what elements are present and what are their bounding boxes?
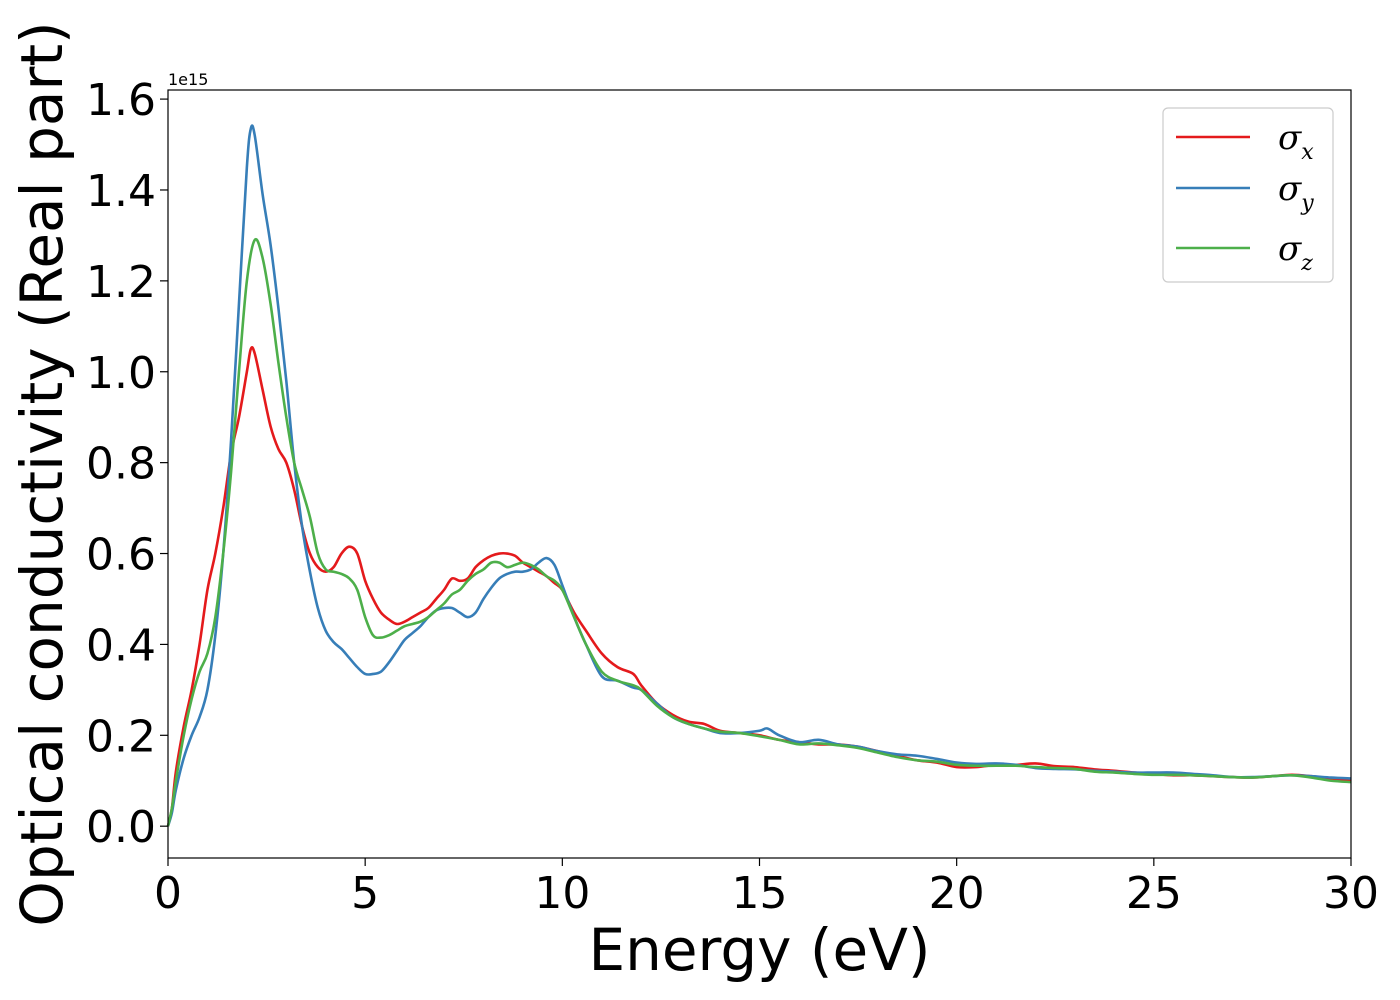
- legend-label-subscript: x: [1301, 140, 1314, 165]
- y-tick-label: 0.8: [86, 439, 156, 490]
- y-tick-label: 0.6: [86, 530, 156, 581]
- y-offset-label: 1e15: [168, 70, 208, 89]
- y-tick-label: 0.2: [86, 711, 156, 762]
- x-tick-label: 30: [1323, 868, 1379, 919]
- y-tick-label: 1.2: [86, 257, 156, 308]
- legend-label-subscript: y: [1300, 191, 1314, 216]
- x-axis-title: Energy (eV): [588, 916, 930, 984]
- x-tick-label: 25: [1126, 868, 1182, 919]
- x-tick-label: 15: [732, 868, 788, 919]
- legend-box: [1162, 107, 1334, 283]
- y-tick-label: 1.6: [86, 75, 156, 126]
- y-axis-title: Optical conductivity (Real part): [8, 21, 76, 926]
- y-tick-label: 1.0: [86, 348, 156, 399]
- series-layer: [166, 124, 1352, 827]
- series-line-z: [166, 237, 1352, 827]
- y-axis-ticks: 0.0 0.2 0.4 0.6 0.8 1.0 1.2 1.4 1.6: [86, 75, 168, 853]
- x-axis-ticks: 0 5 10 15 20 25 30: [154, 858, 1379, 919]
- y-tick-label: 0.0: [86, 802, 156, 853]
- legend-label-subscript: z: [1300, 251, 1313, 276]
- x-tick-label: 10: [534, 868, 590, 919]
- legend-label-x: σx: [1278, 118, 1314, 165]
- y-tick-label: 0.4: [86, 620, 156, 671]
- y-tick-label: 1.4: [86, 166, 156, 217]
- legend-label-base: σ: [1278, 169, 1302, 209]
- legend-label-z: σz: [1278, 229, 1313, 276]
- legend-label-y: σy: [1278, 169, 1314, 216]
- x-tick-label: 5: [351, 868, 379, 919]
- x-tick-label: 20: [929, 868, 985, 919]
- legend-label-base: σ: [1278, 229, 1302, 269]
- series-line-x: [166, 346, 1352, 827]
- legend-label-base: σ: [1278, 118, 1302, 158]
- x-tick-label: 0: [154, 868, 182, 919]
